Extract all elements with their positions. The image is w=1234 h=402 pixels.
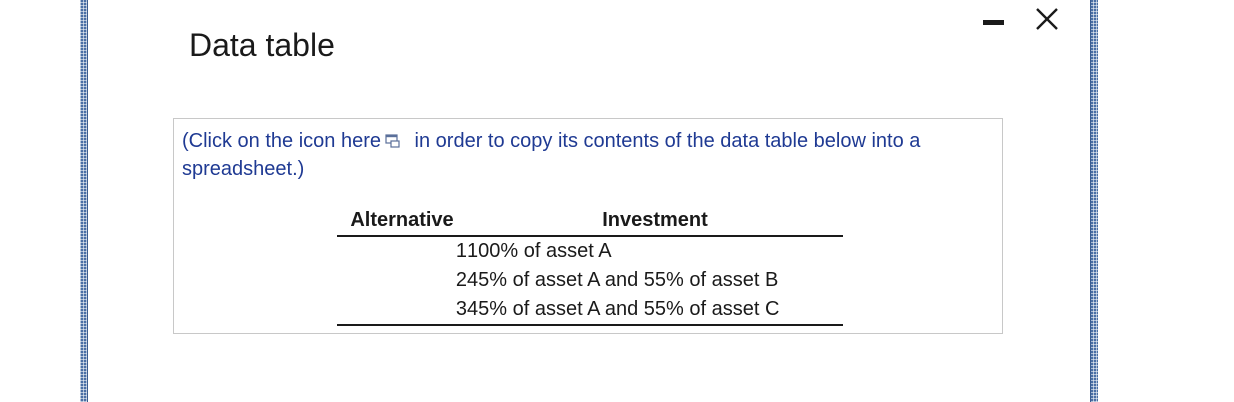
investment-cell: 45% of asset A and 55% of asset C bbox=[467, 295, 843, 326]
data-table-dialog: Data table (Click on the icon here in or… bbox=[88, 0, 1090, 402]
investment-cell: 100% of asset A bbox=[467, 240, 612, 262]
table-header-row: Alternative Investment bbox=[337, 205, 843, 237]
alternative-cell: 3 bbox=[337, 295, 467, 326]
table-row: 1 100% of asset A bbox=[337, 236, 843, 266]
close-icon bbox=[1036, 8, 1058, 30]
instruction-text-before: (Click on the icon here bbox=[182, 130, 381, 152]
right-frame-edge bbox=[1090, 0, 1091, 402]
instruction-text-after: in order to copy its contents of the dat… bbox=[182, 130, 921, 180]
alternative-cell: 2 bbox=[455, 269, 467, 291]
dialog-title: Data table bbox=[189, 27, 335, 63]
header-alternative: Alternative bbox=[337, 205, 467, 237]
minimize-button[interactable] bbox=[979, 4, 1009, 34]
left-frame-strip bbox=[80, 0, 88, 402]
copy-instruction: (Click on the icon here in order to copy… bbox=[182, 127, 992, 183]
table-row: 3 45% of asset A and 55% of asset C bbox=[337, 295, 843, 326]
minimize-icon bbox=[983, 20, 1004, 25]
close-button[interactable] bbox=[1032, 4, 1062, 34]
table-row: 2 45% of asset A and 55% of asset B bbox=[337, 266, 843, 295]
copy-spreadsheet-icon[interactable] bbox=[385, 128, 401, 148]
alternative-cell: 1 bbox=[455, 240, 467, 262]
header-investment: Investment bbox=[467, 205, 843, 237]
right-frame-strip bbox=[1090, 0, 1098, 402]
investment-cell: 45% of asset A and 55% of asset B bbox=[467, 269, 779, 291]
investment-table: Alternative Investment 1 100% of asset A… bbox=[337, 205, 843, 326]
data-table-panel: (Click on the icon here in order to copy… bbox=[173, 118, 1003, 334]
left-frame-edge bbox=[87, 0, 88, 402]
